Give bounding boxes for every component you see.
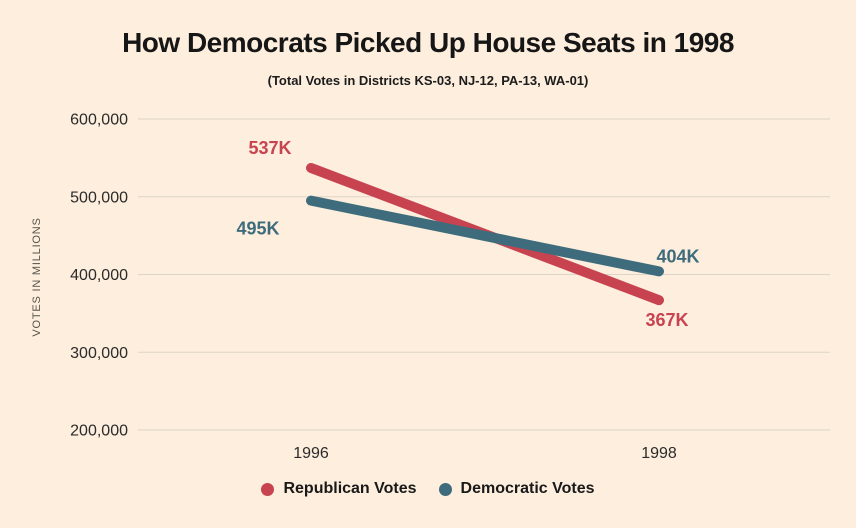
legend-item-democratic: Democratic Votes xyxy=(438,480,595,498)
chart-title: How Democrats Picked Up House Seats in 1… xyxy=(122,27,734,58)
gridlines xyxy=(138,118,830,431)
series-lines xyxy=(306,162,664,306)
y-axis-tick-labels: 600,000 500,000 400,000 300,000 200,000 xyxy=(70,112,128,440)
legend-dot-republican xyxy=(261,482,275,496)
chart-subtitle: (Total Votes in Districts KS-03, NJ-12, … xyxy=(267,73,589,88)
x-axis-tick-labels: 1996 1998 xyxy=(293,445,677,462)
x-tick-label: 1996 xyxy=(293,445,329,462)
y-tick-label: 600,000 xyxy=(70,112,128,129)
y-tick-label: 400,000 xyxy=(70,267,128,284)
y-tick-label: 300,000 xyxy=(70,345,128,362)
y-tick-label: 500,000 xyxy=(70,189,128,206)
legend: Republican Votes Democratic Votes xyxy=(0,480,856,498)
legend-label: Republican Votes xyxy=(283,480,417,497)
x-tick-label: 1998 xyxy=(641,445,677,462)
legend-label: Democratic Votes xyxy=(460,480,595,497)
point-label-republican: 367K xyxy=(645,310,688,330)
series-line-democratic xyxy=(306,195,664,277)
legend-item-republican: Republican Votes xyxy=(261,480,417,498)
y-tick-label: 200,000 xyxy=(70,423,128,440)
point-label-democratic: 495K xyxy=(236,219,279,239)
point-label-democratic: 404K xyxy=(656,246,699,266)
data-point-labels: 537K 367K 495K 404K xyxy=(236,138,699,330)
point-label-republican: 537K xyxy=(248,138,291,158)
legend-dot-democratic xyxy=(438,482,452,496)
